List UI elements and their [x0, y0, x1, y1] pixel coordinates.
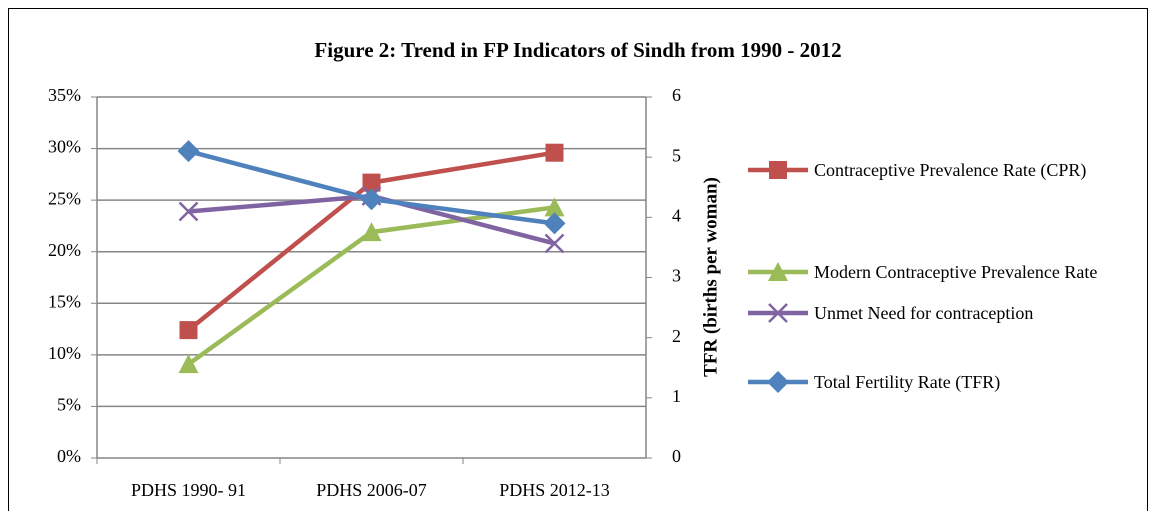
series-marker [543, 212, 566, 235]
legend-marker [768, 303, 788, 323]
series-marker [544, 197, 565, 217]
y2-tick-label: 2 [672, 326, 681, 346]
y-tick-label: 15% [48, 291, 81, 311]
chart-frame [8, 8, 1148, 511]
legend-marker [767, 371, 789, 393]
series-marker [178, 354, 199, 374]
y2-tick-label: 0 [672, 446, 681, 466]
y-tick-label: 0% [57, 446, 81, 466]
y-tick-label: 5% [57, 395, 81, 415]
y2-tick-label: 4 [672, 205, 681, 225]
x-tick-label: PDHS 2006-07 [316, 480, 427, 500]
y2-axis-label: TFR (births per woman) [700, 177, 721, 377]
y-tick-label: 30% [48, 137, 81, 157]
y-tick-label: 35% [48, 85, 81, 105]
y2-tick-label: 5 [672, 145, 681, 165]
series-marker [179, 321, 198, 340]
y-tick-label: 10% [48, 343, 81, 363]
legend-label: Unmet Need for contraception [814, 303, 1034, 323]
y2-tick-label: 3 [672, 266, 681, 286]
x-tick-label: PDHS 1990- 91 [131, 480, 246, 500]
series-marker [360, 188, 383, 211]
legend-label: Total Fertility Rate (TFR) [814, 372, 1001, 392]
legend-label: Contraceptive Prevalence Rate (CPR) [814, 160, 1087, 180]
series-marker [545, 143, 564, 162]
series-marker [361, 222, 382, 242]
series-marker [177, 140, 200, 163]
y-tick-label: 20% [48, 240, 81, 260]
legend-marker [769, 161, 787, 179]
x-tick-label: PDHS 2012-13 [499, 480, 610, 500]
chart-title: Figure 2: Trend in FP Indicators of Sind… [314, 38, 841, 62]
series-marker [178, 201, 199, 222]
series-marker [362, 173, 381, 192]
y2-tick-label: 1 [672, 386, 681, 406]
y2-tick-label: 6 [672, 85, 681, 105]
legend-marker [768, 262, 788, 281]
legend-label: Modern Contraceptive Prevalence Rate [814, 262, 1098, 282]
series-marker [544, 233, 565, 254]
y-tick-label: 25% [48, 188, 81, 208]
